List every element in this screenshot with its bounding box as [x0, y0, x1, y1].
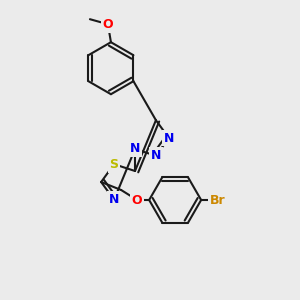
Text: O: O [103, 18, 113, 31]
Text: O: O [132, 194, 142, 206]
Text: S: S [110, 158, 118, 171]
Text: Br: Br [210, 194, 226, 206]
Text: N: N [130, 142, 140, 155]
Text: N: N [151, 149, 161, 162]
Text: N: N [164, 131, 174, 145]
Text: N: N [109, 193, 119, 206]
